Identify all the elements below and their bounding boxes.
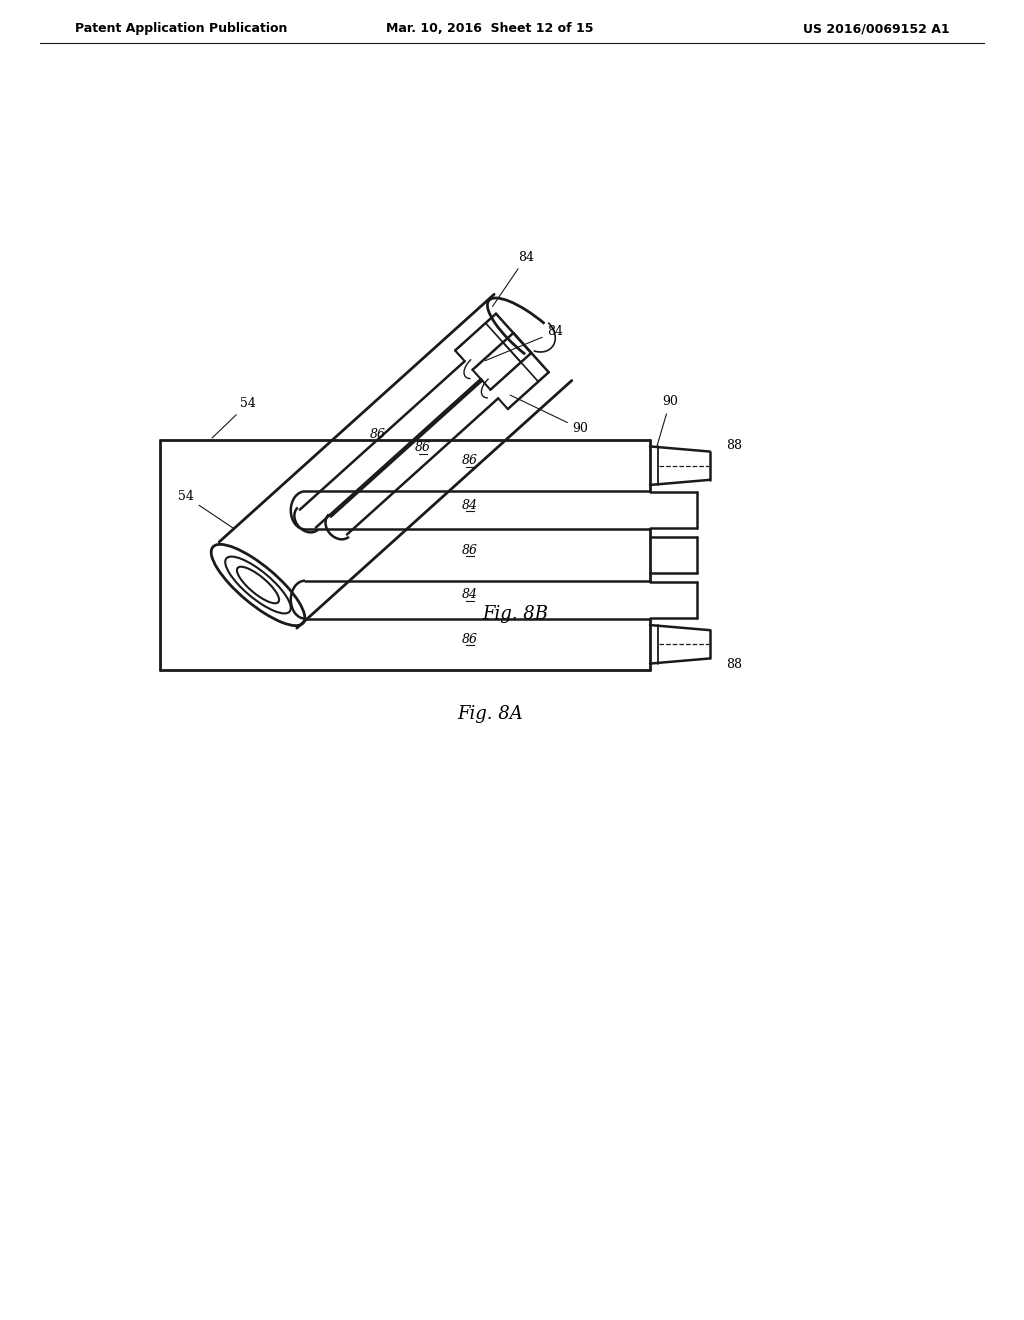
Text: 84: 84 (485, 325, 563, 360)
Text: Fig. 8A: Fig. 8A (457, 705, 523, 723)
Text: 84: 84 (493, 251, 534, 306)
Text: 84: 84 (462, 499, 478, 512)
Text: Fig. 8B: Fig. 8B (482, 605, 548, 623)
Text: 86: 86 (371, 428, 386, 441)
Text: 54: 54 (212, 397, 256, 438)
Text: Patent Application Publication: Patent Application Publication (75, 22, 288, 36)
Text: 90: 90 (656, 396, 678, 446)
Text: US 2016/0069152 A1: US 2016/0069152 A1 (804, 22, 950, 36)
Text: Mar. 10, 2016  Sheet 12 of 15: Mar. 10, 2016 Sheet 12 of 15 (386, 22, 594, 36)
Text: 84: 84 (462, 589, 478, 601)
Text: 88: 88 (726, 440, 742, 451)
Text: 90: 90 (510, 395, 589, 436)
Text: 86: 86 (462, 632, 478, 645)
Text: 88: 88 (726, 657, 742, 671)
Text: 86: 86 (462, 454, 478, 467)
Text: 86: 86 (415, 441, 431, 454)
Text: 86: 86 (462, 544, 478, 557)
Text: 54: 54 (178, 490, 233, 528)
